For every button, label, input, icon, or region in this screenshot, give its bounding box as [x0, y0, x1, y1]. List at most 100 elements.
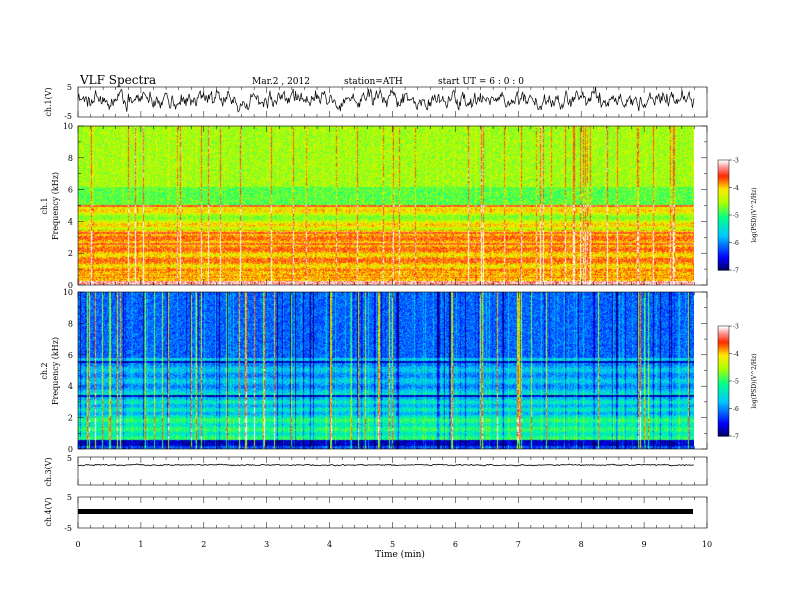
colorbar-segment	[718, 337, 729, 340]
colorbar-segment	[718, 329, 729, 333]
colorbar-segment	[718, 397, 729, 400]
ch2-spectrogram-ylabel: Frequency (kHz)	[51, 337, 60, 405]
ch4-waveform-ticks	[77, 497, 708, 528]
colorbar-segment	[718, 348, 729, 351]
frequency-tick-label: 10	[63, 288, 73, 297]
colorbar-segment	[718, 172, 729, 176]
colorbar-segment	[718, 196, 729, 200]
colorbar-segment	[718, 357, 729, 360]
colorbar-segment	[718, 198, 729, 201]
ch1-spectrogram-image	[78, 126, 694, 285]
colorbar-tick-label: -5	[733, 213, 739, 220]
colorbar-segment	[718, 218, 729, 222]
ch3-waveform-ticks	[77, 457, 708, 485]
frequency-tick-label: 6	[68, 186, 73, 195]
ch1-waveform-ylabel: ch.1(V)	[44, 87, 53, 116]
colorbar-segment	[718, 237, 729, 240]
colorbar-segment	[718, 430, 729, 433]
ch3-waveform-trace	[77, 463, 695, 467]
colorbar-segment	[718, 176, 729, 179]
colorbar-segment	[718, 259, 729, 262]
colorbar-segment	[718, 169, 729, 172]
colorbar-segment	[718, 375, 729, 378]
colorbar-segment	[718, 349, 729, 353]
colorbar-segment	[718, 200, 729, 203]
colorbar-segment	[718, 227, 729, 231]
colorbar-segment	[718, 351, 729, 355]
colorbar-segment	[718, 406, 729, 410]
frequency-tick-label: 0	[68, 445, 73, 454]
time-tick-label: 10	[702, 540, 712, 549]
colorbar-segment	[718, 174, 729, 178]
colorbar-tick-label: -7	[733, 268, 739, 275]
colorbar-segment	[718, 262, 729, 266]
colorbar-segment	[718, 246, 729, 249]
colorbar-segment	[718, 209, 729, 212]
ch2-spectrogram-channel-label: ch.2	[40, 362, 49, 379]
colorbar-segment	[718, 382, 729, 386]
colorbar-segment	[718, 366, 729, 369]
colorbar-segment	[718, 384, 729, 388]
colorbar-segment	[718, 182, 729, 185]
colorbar-segment	[718, 257, 729, 260]
colorbar-segment	[718, 410, 729, 413]
colorbar-segment	[718, 255, 729, 258]
ch1-waveform-trace	[77, 86, 695, 113]
colorbar-segment	[718, 213, 729, 216]
colorbar-segment	[718, 171, 729, 174]
colorbar-segment	[718, 415, 729, 419]
ch1-spectrogram-panel: 10 8 6 4 2 0 ch.1 Frequency (kHz)	[40, 122, 708, 290]
ch4-waveform-trace	[78, 509, 693, 514]
colorbar-segment	[718, 202, 729, 205]
colorbar-segment	[718, 381, 729, 384]
colorbar-segment	[718, 392, 729, 395]
ch2-frequency-ticks: 10 8 6 4 2 0	[63, 288, 707, 454]
colorbar-tick-label: -4	[733, 351, 739, 358]
time-tick-label: 9	[642, 540, 647, 549]
ch3-waveform-panel: 5 ch.3(V)	[44, 454, 708, 487]
time-axis-tick-labels: 0 1 2 3 4 5 6 7 8 9 10	[75, 540, 712, 549]
colorbar-segment	[718, 403, 729, 406]
colorbar-tick-label: -4	[733, 185, 739, 192]
colorbar-segment	[718, 240, 729, 244]
time-tick-label: 1	[138, 540, 143, 549]
colorbar-segment	[718, 160, 729, 163]
colorbar-tick-label: -3	[733, 324, 739, 331]
station-label: station=ATH	[344, 77, 403, 87]
colorbar-segment	[718, 326, 729, 329]
colorbar-segment	[718, 194, 729, 198]
colorbar-segment	[718, 379, 729, 382]
time-tick-label: 4	[327, 540, 332, 549]
colorbar-segment	[718, 359, 729, 362]
colorbar-tick-label: -5	[733, 379, 739, 386]
ch4-ytick-bottom: -5	[64, 524, 72, 533]
colorbar-segment	[718, 342, 729, 345]
frequency-tick-label: 6	[68, 351, 73, 360]
colorbar-segment	[718, 165, 729, 168]
colorbar-segment	[718, 344, 729, 347]
colorbar-segment	[718, 268, 729, 271]
colorbar-segment	[718, 355, 729, 358]
colorbar-segment	[718, 211, 729, 214]
colorbar-segment	[718, 371, 729, 375]
colorbar-segment	[718, 180, 729, 183]
colorbar-segment	[718, 419, 729, 422]
ch2-colorbar: -3 -4 -5 -6 -7 log(PSD)(V^2/Hz)	[717, 324, 758, 441]
colorbar-segment	[718, 266, 729, 269]
colorbar-segment	[718, 327, 729, 331]
ch1-frequency-ticks: 10 8 6 4 2 0	[63, 122, 707, 290]
ch1-spectrogram-time-ticks	[77, 126, 708, 285]
colorbar-segment	[718, 161, 729, 165]
ch4-waveform-panel: 5 -5 ch.4(V)	[44, 493, 708, 533]
colorbar-segment	[718, 373, 729, 377]
colorbar-segment	[718, 205, 729, 209]
colorbar-segment	[718, 260, 729, 264]
colorbar-segment	[718, 333, 729, 336]
colorbar-segment	[718, 185, 729, 189]
colorbar-segment	[718, 338, 729, 342]
colorbar-segment	[718, 412, 729, 415]
figure-title: VLF Spectra	[79, 73, 156, 87]
colorbar-segment	[718, 364, 729, 367]
colorbar-segment	[718, 238, 729, 242]
time-tick-label: 2	[201, 540, 206, 549]
